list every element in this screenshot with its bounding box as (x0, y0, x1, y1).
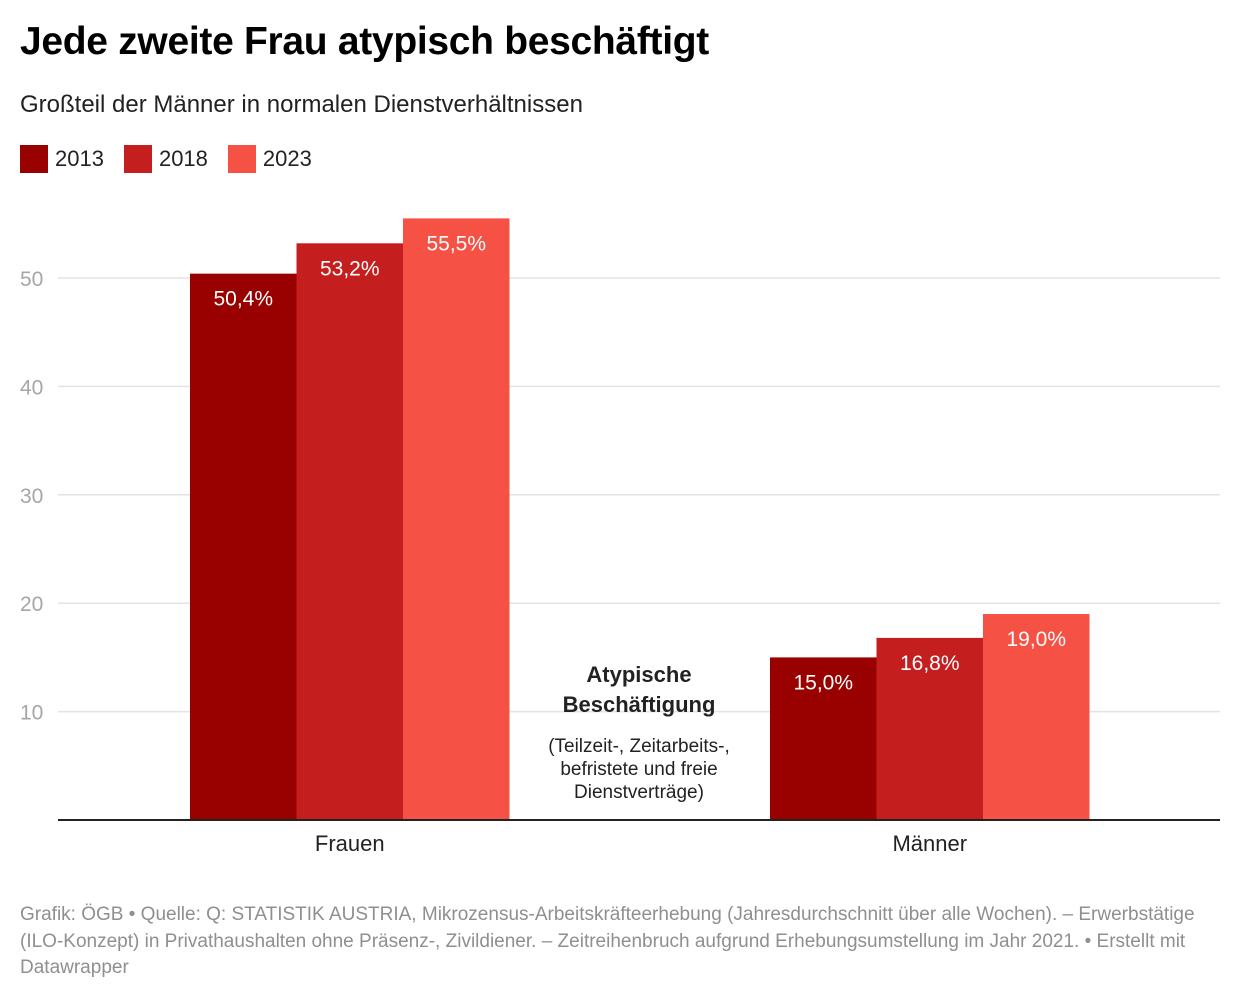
legend-item-2023: 2023 (227, 145, 312, 173)
x-tick-label-frauen: Frauen (315, 831, 385, 856)
y-tick-label-40: 40 (20, 376, 43, 399)
bar-männer-2023 (983, 614, 1090, 820)
legend-label-2018: 2018 (158, 146, 208, 171)
legend-item-2018: 2018 (123, 145, 208, 173)
annotation-note-line3: Dienstverträge) (574, 782, 704, 803)
legend-item-2013: 2013 (20, 145, 104, 173)
chart-title: Jede zweite Frau atypisch beschäftigt (20, 20, 709, 63)
data-label-männer-2013: 15,0% (793, 671, 853, 694)
legend: 2013 2018 2023 (20, 145, 312, 173)
data-label-frauen-2013: 50,4% (213, 288, 273, 311)
x-tick-label-männer: Männer (892, 831, 967, 856)
annotation-heading-line2: Beschäftigung (563, 692, 716, 717)
data-label-männer-2018: 16,8% (900, 652, 960, 675)
data-label-frauen-2018: 53,2% (320, 257, 380, 280)
y-tick-label-50: 50 (20, 268, 43, 291)
bar-männer-2013 (770, 657, 877, 820)
legend-swatch-2018 (123, 145, 152, 173)
y-tick-label-30: 30 (20, 485, 43, 508)
chart-subtitle: Großteil der Männer in normalen Dienstve… (20, 91, 583, 118)
source-note: Grafik: ÖGB • Quelle: Q: STATISTIK AUSTR… (20, 904, 1195, 978)
legend-swatch-2013 (20, 145, 48, 173)
annotation-heading-line1: Atypische (586, 662, 691, 687)
data-label-frauen-2023: 55,5% (426, 232, 486, 255)
data-label-männer-2023: 19,0% (1006, 628, 1066, 651)
y-tick-label-20: 20 (20, 593, 43, 616)
annotation-note-line1: (Teilzeit-, Zeitarbeits-, (548, 736, 730, 757)
legend-label-2013: 2013 (55, 146, 104, 171)
bar-frauen-2023 (403, 218, 510, 820)
legend-label-2023: 2023 (262, 146, 312, 171)
legend-swatch-2023 (227, 145, 256, 173)
annotation-note-line2: befristete und freie (560, 759, 717, 780)
bar-männer-2018 (876, 637, 983, 820)
y-tick-label-10: 10 (20, 702, 43, 725)
bar-frauen-2018 (296, 243, 403, 820)
bar-frauen-2013 (190, 273, 297, 820)
